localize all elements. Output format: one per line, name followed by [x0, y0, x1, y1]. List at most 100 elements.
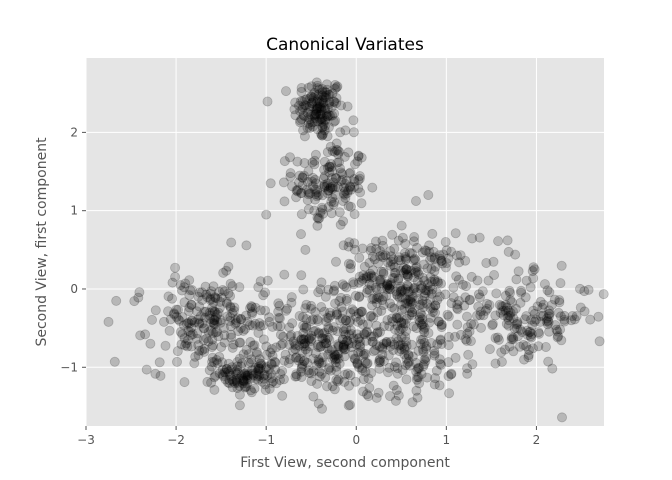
scatter-point [402, 271, 413, 282]
scatter-point [392, 368, 403, 379]
scatter-point [404, 294, 415, 305]
scatter-point [440, 289, 451, 300]
scatter-point [407, 298, 418, 309]
scatter-point [358, 350, 369, 361]
scatter-point [216, 357, 227, 368]
scatter-point [207, 302, 218, 313]
scatter-point [505, 307, 516, 318]
scatter-point [454, 257, 465, 268]
scatter-point [307, 181, 318, 192]
scatter-point [466, 271, 477, 282]
scatter-point [433, 277, 444, 288]
scatter-point [313, 213, 324, 224]
scatter-point [317, 328, 328, 339]
scatter-point [388, 344, 399, 355]
scatter-point [167, 293, 178, 304]
scatter-point [363, 391, 374, 402]
scatter-point [177, 329, 188, 340]
scatter-point [527, 320, 538, 331]
scatter-point [208, 281, 219, 292]
scatter-point [317, 357, 328, 368]
scatter-point [391, 357, 402, 368]
scatter-point [356, 275, 367, 286]
scatter-point [409, 282, 420, 293]
scatter-point [316, 333, 327, 344]
scatter-point [316, 368, 327, 379]
scatter-point [400, 253, 411, 264]
scatter-point [290, 343, 301, 354]
scatter-point [306, 333, 317, 344]
scatter-point [424, 240, 435, 251]
scatter-point [336, 302, 347, 313]
scatter-point [395, 265, 406, 276]
scatter-point [401, 374, 412, 385]
scatter-point [181, 318, 192, 329]
scatter-point [399, 342, 410, 353]
scatter-point [297, 346, 308, 357]
scatter-point [314, 371, 325, 382]
scatter-point [377, 252, 388, 263]
scatter-point [245, 385, 256, 396]
scatter-point [341, 175, 352, 186]
scatter-point [323, 122, 334, 133]
scatter-point [321, 180, 332, 191]
scatter-point [355, 346, 366, 357]
scatter-point [400, 251, 411, 262]
scatter-point [254, 354, 265, 365]
scatter-point [383, 350, 394, 361]
scatter-point [375, 278, 386, 289]
scatter-point [487, 320, 498, 331]
scatter-point [420, 356, 431, 367]
scatter-point [292, 156, 303, 167]
scatter-point [186, 284, 197, 295]
scatter-point [264, 312, 275, 323]
scatter-point [443, 331, 454, 342]
scatter-point [255, 276, 266, 287]
scatter-point [308, 326, 319, 337]
scatter-point [231, 369, 242, 380]
scatter-point [448, 282, 459, 293]
scatter-point [355, 341, 366, 352]
scatter-point [207, 327, 218, 338]
scatter-point [416, 334, 427, 345]
scatter-point [311, 106, 322, 117]
scatter-point [426, 337, 437, 348]
scatter-point [330, 172, 341, 183]
scatter-point [324, 161, 335, 172]
scatter-point [192, 333, 203, 344]
scatter-point [429, 307, 440, 318]
scatter-point [402, 281, 413, 292]
scatter-point [400, 284, 411, 295]
scatter-point [417, 334, 428, 345]
scatter-point [296, 114, 307, 125]
scatter-point [366, 270, 377, 281]
scatter-point [543, 356, 554, 367]
scatter-point [241, 344, 252, 355]
scatter-point [401, 340, 412, 351]
scatter-point [238, 376, 249, 387]
scatter-point [446, 368, 457, 379]
scatter-point [179, 377, 190, 388]
scatter-point [225, 278, 236, 289]
scatter-point [185, 326, 196, 337]
scatter-point [275, 329, 286, 340]
scatter-point [265, 178, 276, 189]
scatter-point [371, 284, 382, 295]
scatter-point [387, 273, 398, 284]
scatter-point [111, 295, 122, 306]
scatter-point [332, 181, 343, 192]
scatter-point [395, 286, 406, 297]
scatter-point [382, 315, 393, 326]
scatter-point [294, 340, 305, 351]
scatter-point [375, 276, 386, 287]
scatter-point [316, 301, 327, 312]
scatter-point [403, 350, 414, 361]
scatter-point [443, 371, 454, 382]
scatter-point [397, 340, 408, 351]
scatter-point [546, 299, 557, 310]
scatter-point [436, 256, 447, 267]
scatter-point [316, 105, 327, 116]
scatter-point [251, 347, 262, 358]
scatter-point [327, 145, 338, 156]
scatter-point [313, 354, 324, 365]
